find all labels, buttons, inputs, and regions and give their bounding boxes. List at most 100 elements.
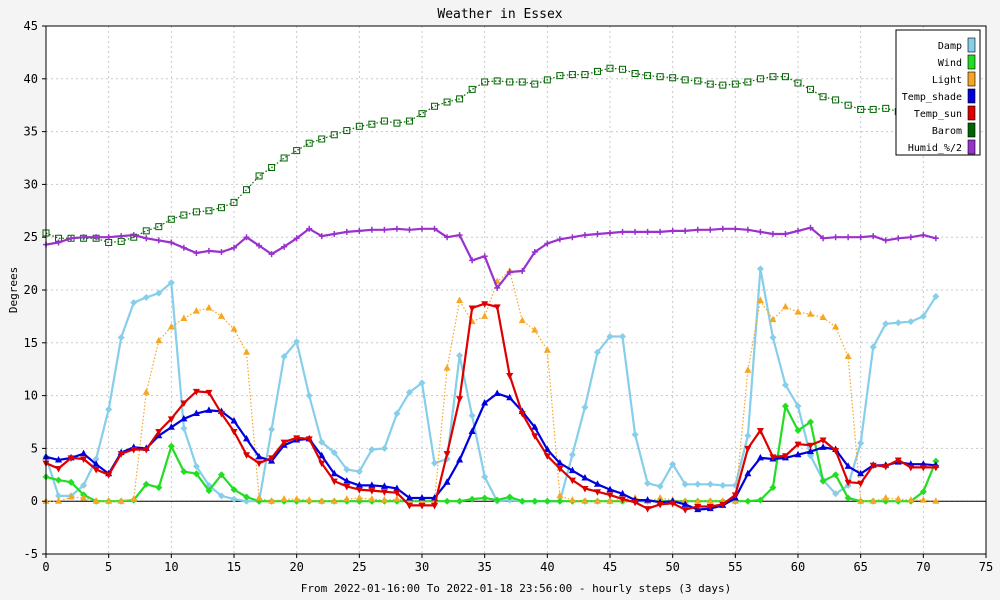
data-point-wind	[769, 483, 777, 491]
data-point-temp-shade	[343, 477, 351, 484]
data-point-temp-sun	[180, 400, 188, 407]
legend: Damp Wind Light Temp_shade Temp_sun Barom Humi…	[895, 29, 981, 156]
data-point-barom	[807, 85, 815, 93]
data-point-temp-shade	[493, 389, 501, 396]
data-point-light	[543, 346, 551, 353]
data-point-wind	[844, 494, 852, 502]
data-point-barom	[882, 104, 890, 112]
data-point-temp-sun	[568, 477, 576, 485]
data-point-light	[92, 497, 100, 504]
y-tick-label: 35	[24, 125, 38, 139]
data-point-temp-sun	[756, 427, 764, 435]
data-point-temp-sun	[67, 455, 75, 462]
data-point-damp	[894, 319, 902, 327]
data-point-wind	[493, 496, 501, 504]
data-point-temp-sun	[318, 460, 326, 468]
data-point-damp	[669, 460, 677, 468]
data-point-light	[481, 312, 489, 319]
data-point-humid-2	[218, 248, 225, 255]
data-point-temp-sun	[719, 501, 727, 509]
data-point-damp	[656, 482, 664, 490]
data-point-humid-2	[932, 235, 939, 242]
data-point-barom	[393, 119, 401, 127]
data-point-temp-shade	[644, 496, 652, 503]
data-point-barom	[669, 74, 677, 82]
data-point-humid-2	[68, 235, 75, 242]
legend-label-light: Light	[932, 75, 962, 86]
data-point-temp-sun	[330, 478, 338, 486]
y-tick-label: -5	[24, 547, 38, 561]
data-point-wind	[832, 471, 840, 479]
data-point-barom	[869, 105, 877, 113]
data-point-temp-sun	[105, 472, 113, 479]
data-point-damp	[706, 480, 714, 488]
data-point-humid-2	[669, 227, 676, 234]
data-point-humid-2	[231, 244, 237, 251]
data-point-temp-shade	[80, 449, 88, 457]
data-point-humid-2	[519, 267, 526, 274]
data-point-damp	[305, 392, 313, 400]
data-point-wind	[142, 480, 150, 488]
series-line-damp	[44, 267, 937, 503]
data-point-light	[167, 322, 175, 330]
data-point-damp	[167, 279, 175, 287]
data-point-temp-shade	[55, 456, 63, 463]
data-point-damp	[155, 289, 163, 297]
data-point-humid-2	[632, 228, 639, 235]
data-point-temp-sun	[431, 502, 439, 510]
data-point-light	[217, 312, 225, 319]
data-point-humid-2	[707, 226, 714, 233]
data-point-temp-shade	[744, 469, 752, 477]
data-point-barom	[631, 70, 639, 78]
legend-label-temp-sun: Temp_sun	[914, 109, 962, 120]
data-point-damp	[92, 455, 100, 463]
data-point-light	[769, 315, 777, 323]
data-point-humid-2	[256, 242, 263, 249]
data-point-light	[531, 326, 539, 333]
data-point-light	[355, 494, 363, 501]
data-point-temp-sun	[506, 373, 514, 380]
data-point-wind	[794, 426, 802, 434]
data-point-damp	[418, 379, 426, 387]
data-point-wind	[556, 497, 564, 505]
data-point-temp-shade	[568, 466, 576, 474]
data-point-barom	[142, 227, 150, 235]
data-point-light	[443, 364, 451, 371]
data-point-barom	[443, 98, 451, 106]
series-temp-sun	[42, 301, 940, 514]
data-point-humid-2	[318, 233, 325, 240]
data-point-humid-2	[180, 244, 187, 251]
data-point-damp	[117, 334, 125, 342]
series-damp	[42, 265, 940, 505]
data-point-damp	[882, 320, 890, 328]
data-point-humid-2	[419, 225, 425, 232]
series-barom	[42, 64, 940, 246]
data-point-light	[280, 495, 288, 502]
data-point-temp-sun	[217, 411, 225, 418]
data-point-barom	[744, 78, 752, 86]
data-point-light	[456, 296, 464, 304]
data-point-light	[819, 313, 827, 320]
x-tick-label: 10	[164, 560, 178, 574]
data-point-light	[230, 325, 238, 332]
data-point-light	[130, 495, 138, 502]
data-point-temp-shade	[355, 481, 363, 488]
legend-swatch-temp-shade	[967, 88, 976, 104]
data-point-temp-sun	[92, 467, 100, 474]
data-point-temp-shade	[506, 393, 514, 401]
data-point-temp-sun	[355, 487, 363, 494]
data-point-damp	[581, 403, 589, 411]
y-tick-label: 40	[24, 72, 38, 86]
data-point-temp-sun	[205, 389, 213, 397]
data-point-humid-2	[168, 239, 175, 246]
data-point-barom	[794, 79, 802, 87]
data-point-light	[706, 497, 714, 504]
data-point-wind	[807, 418, 815, 426]
y-axis-title: Degrees	[7, 267, 20, 313]
data-point-damp	[393, 410, 401, 418]
data-point-temp-sun	[142, 446, 150, 454]
data-point-humid-2	[393, 225, 400, 232]
data-point-humid-2	[331, 231, 338, 238]
data-point-temp-shade	[167, 423, 175, 430]
data-point-temp-shade	[481, 398, 489, 406]
